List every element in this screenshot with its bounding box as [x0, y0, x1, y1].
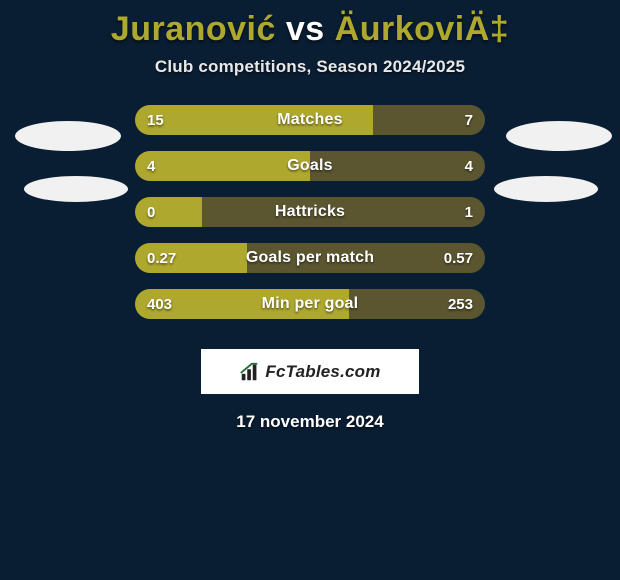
stat-row: 01Hattricks	[135, 197, 485, 227]
bar-left	[135, 289, 349, 319]
player-left-name: Juranović	[111, 10, 276, 48]
bar-right	[202, 197, 486, 227]
bar-left	[135, 151, 310, 181]
subtitle: Club competitions, Season 2024/2025	[0, 57, 620, 77]
stat-row: 44Goals	[135, 151, 485, 181]
stat-row: 403253Min per goal	[135, 289, 485, 319]
snapshot-date: 17 november 2024	[0, 412, 620, 432]
bar-left	[135, 105, 373, 135]
stat-row: 0.270.57Goals per match	[135, 243, 485, 273]
player-left-avatars	[8, 121, 128, 202]
brand-text: FcTables.com	[265, 362, 380, 382]
player-right-club-placeholder	[494, 176, 598, 202]
player-left-club-placeholder	[24, 176, 128, 202]
bar-right	[349, 289, 486, 319]
bar-left	[135, 197, 202, 227]
stats-list: 157Matches 44Goals 01Hattricks 0.270.57Goal…	[135, 105, 485, 319]
player-right-name: ÄurkoviÄ‡	[335, 10, 510, 48]
bar-right	[310, 151, 485, 181]
bar-left	[135, 243, 247, 273]
brand-box: FcTables.com	[201, 349, 419, 394]
player-right-photo-placeholder	[506, 121, 612, 151]
bar-right	[373, 105, 485, 135]
bar-right	[247, 243, 485, 273]
vs-separator: vs	[276, 10, 335, 48]
comparison-title: Juranović vs ÄurkoviÄ‡	[0, 5, 620, 57]
stat-row: 157Matches	[135, 105, 485, 135]
player-left-photo-placeholder	[15, 121, 121, 151]
bars-icon	[239, 361, 261, 383]
player-right-avatars	[506, 121, 612, 202]
